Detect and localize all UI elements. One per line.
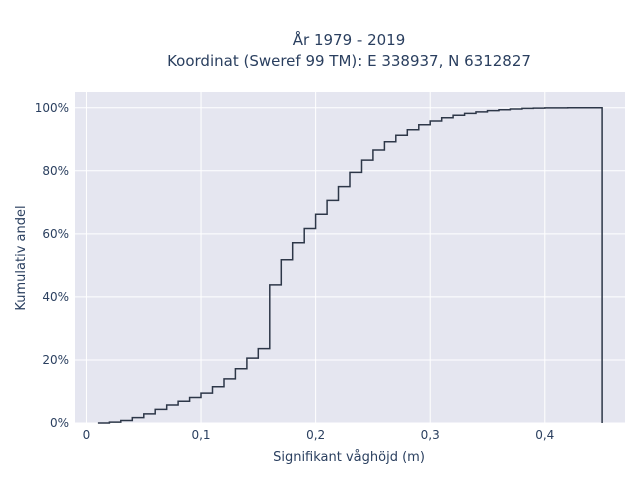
y-tick-label: 20%: [42, 353, 69, 367]
series-line: [97, 107, 603, 424]
x-tick-label: 0,1: [191, 428, 210, 442]
x-axis-label: Signifikant våghöjd (m): [273, 450, 425, 465]
x-tick-label: 0,4: [535, 428, 554, 442]
x-tick-labels: 0 0,1 0,2 0,3 0,4: [83, 428, 555, 442]
y-tick-label: 0%: [50, 416, 69, 430]
x-tick-label: 0: [83, 428, 91, 442]
chart-title-line-1: År 1979 - 2019: [293, 30, 406, 49]
y-tick-label: 40%: [42, 290, 69, 304]
x-tick-label: 0,2: [306, 428, 325, 442]
x-tick-label: 0,3: [421, 428, 440, 442]
y-axis-label: Kumulativ andel: [14, 205, 29, 310]
y-gridlines: [75, 107, 625, 424]
x-gridlines: [85, 92, 546, 423]
plot-area: [75, 92, 625, 423]
y-tick-labels: 0% 20% 40% 60% 80% 100%: [35, 101, 69, 430]
y-tick-label: 60%: [42, 227, 69, 241]
y-tick-label: 100%: [35, 101, 69, 115]
chart-title-line-2: Koordinat (Sweref 99 TM): E 338937, N 63…: [167, 52, 531, 70]
y-tick-label: 80%: [42, 164, 69, 178]
